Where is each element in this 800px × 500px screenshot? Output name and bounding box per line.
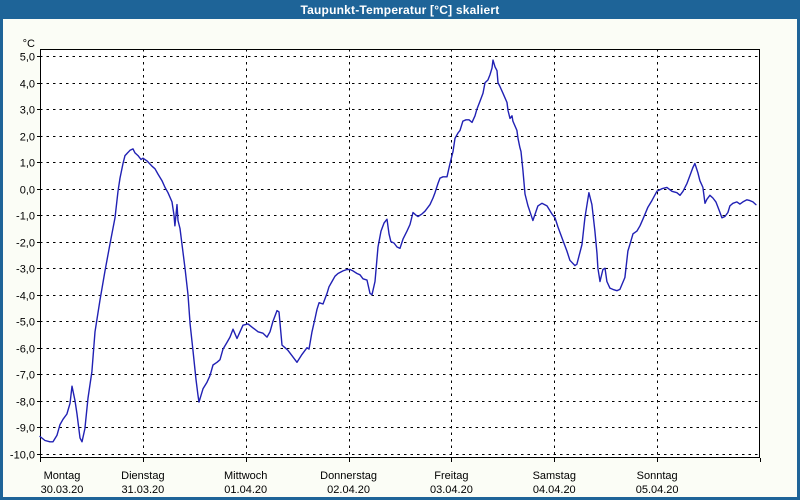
y-tick-label: -8,0: [16, 397, 35, 409]
y-tick-label: -7,0: [16, 370, 35, 382]
y-tick-label: 4,0: [20, 79, 35, 91]
temperature-line: [39, 59, 757, 443]
x-day-label: Mittwoch: [224, 470, 267, 482]
x-day-label: Samstag: [533, 470, 576, 482]
y-tick-label: 5,0: [20, 52, 35, 64]
plot-border: [40, 49, 760, 458]
y-tick-label: 3,0: [20, 105, 35, 117]
y-tick-label: -9,0: [16, 423, 35, 435]
y-tick-label: -4,0: [16, 291, 35, 303]
x-day-label: Donnerstag: [320, 470, 377, 482]
x-date-label: 03.04.20: [430, 484, 473, 496]
x-date-label: 04.04.20: [533, 484, 576, 496]
y-tick-label: -5,0: [16, 317, 35, 329]
y-tick-label: -1,0: [16, 211, 35, 223]
y-axis-unit-label: °C: [23, 38, 35, 50]
x-date-label: 31.03.20: [121, 484, 164, 496]
title-bar: Taupunkt-Temperatur [°C] skaliert: [0, 0, 800, 19]
x-date-label: 30.03.20: [41, 484, 84, 496]
x-date-label: 01.04.20: [224, 484, 267, 496]
y-tick-label: 2,0: [20, 132, 35, 144]
y-tick-label: 1,0: [20, 158, 35, 170]
x-day-label: Freitag: [434, 470, 468, 482]
x-day-label: Montag: [44, 470, 81, 482]
x-date-label: 02.04.20: [327, 484, 370, 496]
y-tick-label: -10,0: [10, 450, 35, 462]
y-tick-label: -3,0: [16, 264, 35, 276]
x-day-label: Sonntag: [637, 470, 678, 482]
y-tick-label: 0,0: [20, 185, 35, 197]
window-title: Taupunkt-Temperatur [°C] skaliert: [300, 2, 500, 17]
plot-background: [40, 49, 760, 458]
y-tick-label: -2,0: [16, 238, 35, 250]
x-day-label: Dienstag: [121, 470, 164, 482]
x-date-label: 05.04.20: [636, 484, 679, 496]
y-tick-label: -6,0: [16, 344, 35, 356]
